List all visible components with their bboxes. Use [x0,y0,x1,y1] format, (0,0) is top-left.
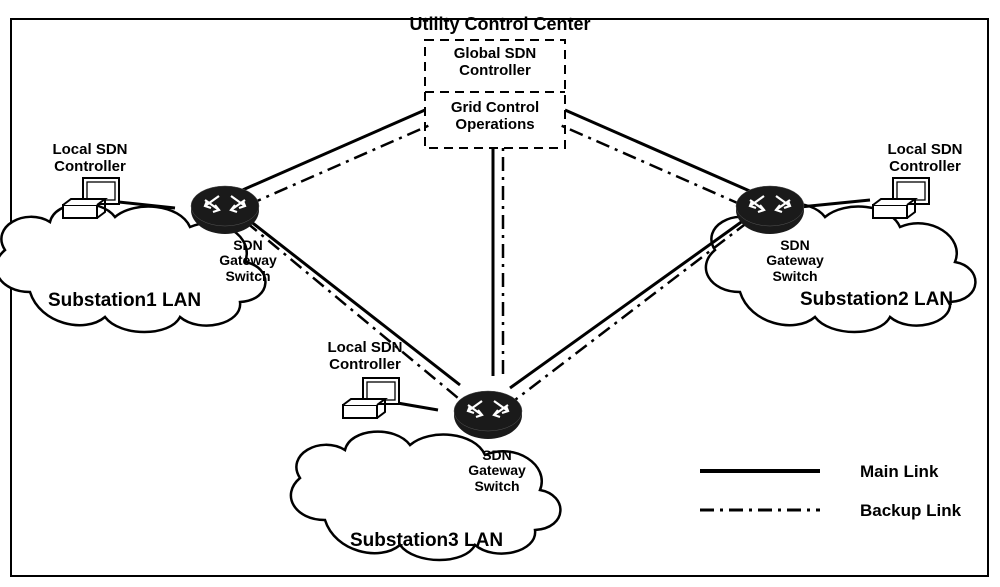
substation1-name: Substation1 LAN [48,290,201,312]
substation2-name: Substation2 LAN [800,289,953,311]
legend-backup-label: Backup Link [860,501,961,521]
diagram-title: Utility Control Center [400,14,600,35]
global-sdn-label: Global SDNController [438,46,552,79]
substation3-name: Substation3 LAN [350,530,503,552]
local-sdn-label-2: Local SDNController [870,142,980,175]
grid-control-label: Grid ControlOperations [438,100,552,133]
legend-main-label: Main Link [860,462,938,482]
gateway-label-3: SDNGatewaySwitch [452,448,542,494]
gateway-label-2: SDNGatewaySwitch [750,238,840,284]
diagram-canvas: Utility Control Center [0,0,1000,587]
gateway-label-1: SDNGatewaySwitch [203,238,293,284]
local-sdn-label-1: Local SDNController [35,142,145,175]
local-sdn-label-3: Local SDNController [310,340,420,373]
